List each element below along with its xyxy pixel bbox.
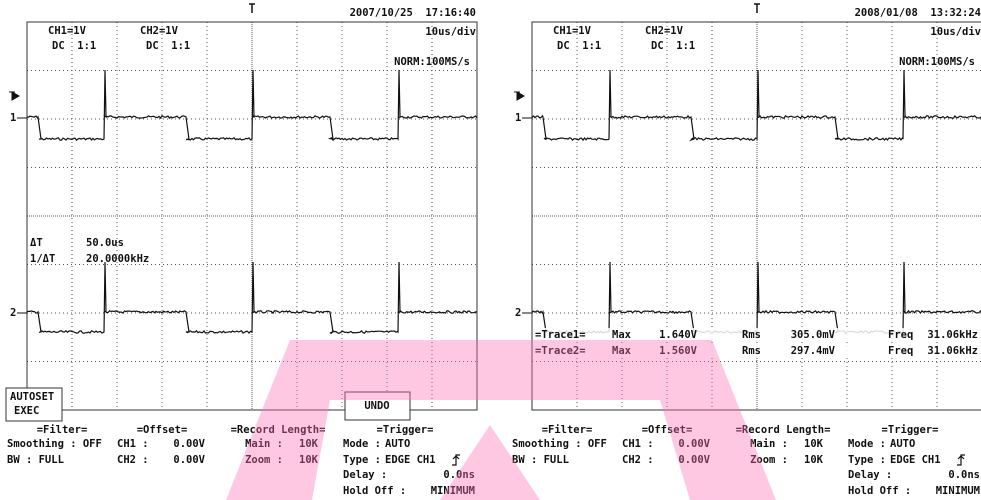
channel-1-coupling: DC 1:1: [52, 40, 96, 52]
trace-name: =Trace1=: [535, 329, 586, 341]
undo-label: UNDO: [364, 400, 389, 412]
filter-setting: BW : FULL: [7, 454, 64, 466]
cursor-label: ΔT: [30, 237, 43, 249]
timestamp: 2007/10/25 17:16:40: [350, 7, 476, 19]
channel-2-coupling: DC 1:1: [146, 40, 190, 52]
trigger-value: AUTO: [890, 438, 915, 450]
trigger-value: MINIMUM: [431, 485, 475, 497]
offset-title: =Offset=: [137, 424, 188, 436]
trigger-value: 0.0ns: [948, 469, 980, 481]
trigger-value: MINIMUM: [936, 485, 980, 497]
channel-2-scale: CH2=1V: [140, 25, 179, 37]
trigger-label: Hold Off :: [848, 485, 911, 497]
max-label: Max: [612, 345, 632, 357]
timebase: 10us/div: [425, 26, 476, 38]
cursor-value: 50.0us: [86, 237, 124, 249]
channel-2-coupling: DC 1:1: [651, 40, 695, 52]
trigger-label: Delay :: [343, 469, 387, 481]
ground-marker: 1: [10, 112, 16, 124]
edge-icon: [452, 455, 460, 465]
autoset-label: AUTOSET: [10, 391, 54, 403]
ground-marker: 2: [10, 307, 16, 319]
max-value: 1.640V: [659, 329, 698, 341]
max-label: Max: [612, 329, 632, 341]
exec-label: EXEC: [14, 405, 39, 417]
offset-label: CH1 :: [622, 438, 654, 450]
trigger-level-marker: [514, 92, 524, 100]
record-value: 10K: [804, 438, 824, 450]
oscilloscope-screens: 2007/10/25 17:16:40 CH1=1V DC 1:1 CH2=1V DC …: [0, 0, 981, 500]
filter-setting: Smoothing : OFF: [7, 438, 102, 450]
record-value: 10K: [299, 454, 319, 466]
trigger-position-marker: [249, 4, 255, 13]
edge-icon: [957, 455, 965, 465]
offset-label: CH2 :: [117, 454, 149, 466]
rms-value: 297.4mV: [791, 345, 836, 357]
sample-rate: NORM:100MS/s: [394, 56, 470, 68]
trigger-value: EDGE CH1: [385, 454, 436, 466]
trigger-position-marker: [754, 4, 760, 13]
trigger-label: Type :: [848, 454, 886, 466]
max-value: 1.560V: [659, 345, 698, 357]
filter-setting: BW : FULL: [512, 454, 569, 466]
freq-value: 31.06kHz: [927, 329, 978, 341]
timebase: 10us/div: [930, 26, 981, 38]
offset-label: CH1 :: [117, 438, 149, 450]
offset-value: 0.00V: [678, 438, 710, 450]
trace-name: =Trace2=: [535, 345, 586, 357]
trigger-value: 0.0ns: [443, 469, 475, 481]
channel-1-coupling: DC 1:1: [557, 40, 601, 52]
trigger-label: Delay :: [848, 469, 892, 481]
freq-label: Freq: [888, 345, 913, 357]
channel-1-scale: CH1=1V: [48, 25, 87, 37]
ground-marker: 1: [515, 112, 521, 124]
freq-value: 31.06kHz: [927, 345, 978, 357]
freq-label: Freq: [888, 329, 913, 341]
offset-label: CH2 :: [622, 454, 654, 466]
trigger-value: AUTO: [385, 438, 410, 450]
record-label: Main :: [750, 438, 788, 450]
rms-value: 305.0mV: [791, 329, 836, 341]
trigger-value: EDGE CH1: [890, 454, 941, 466]
record-title: =Record Length=: [231, 424, 326, 436]
trigger-label: Hold Off :: [343, 485, 406, 497]
record-value: 10K: [804, 454, 824, 466]
offset-value: 0.00V: [678, 454, 710, 466]
channel-1-scale: CH1=1V: [553, 25, 592, 37]
record-label: Main :: [245, 438, 283, 450]
trigger-title: =Trigger=: [377, 424, 434, 436]
record-value: 10K: [299, 438, 319, 450]
trigger-label: Mode :: [848, 438, 886, 450]
offset-value: 0.00V: [173, 438, 205, 450]
filter-setting: Smoothing : OFF: [512, 438, 607, 450]
sample-rate: NORM:100MS/s: [899, 56, 975, 68]
offset-value: 0.00V: [173, 454, 205, 466]
screenshot: 2007/10/25 17:16:40 CH1=1V DC 1:1 CH2=1V DC …: [0, 0, 981, 500]
trigger-title: =Trigger=: [882, 424, 939, 436]
filter-title: =Filter=: [37, 424, 88, 436]
trigger-level-marker: [9, 92, 19, 100]
ground-marker: 2: [515, 307, 521, 319]
record-title: =Record Length=: [736, 424, 831, 436]
trigger-label: Type :: [343, 454, 381, 466]
cursor-label: 1/ΔT: [30, 253, 55, 265]
rms-label: Rms: [742, 329, 761, 341]
channel-2-scale: CH2=1V: [645, 25, 684, 37]
timestamp: 2008/01/08 13:32:24: [855, 7, 981, 19]
record-label: Zoom :: [245, 454, 283, 466]
record-label: Zoom :: [750, 454, 788, 466]
offset-title: =Offset=: [642, 424, 693, 436]
trigger-label: Mode :: [343, 438, 381, 450]
filter-title: =Filter=: [542, 424, 593, 436]
cursor-value: 20.0000kHz: [86, 253, 149, 265]
rms-label: Rms: [742, 345, 761, 357]
